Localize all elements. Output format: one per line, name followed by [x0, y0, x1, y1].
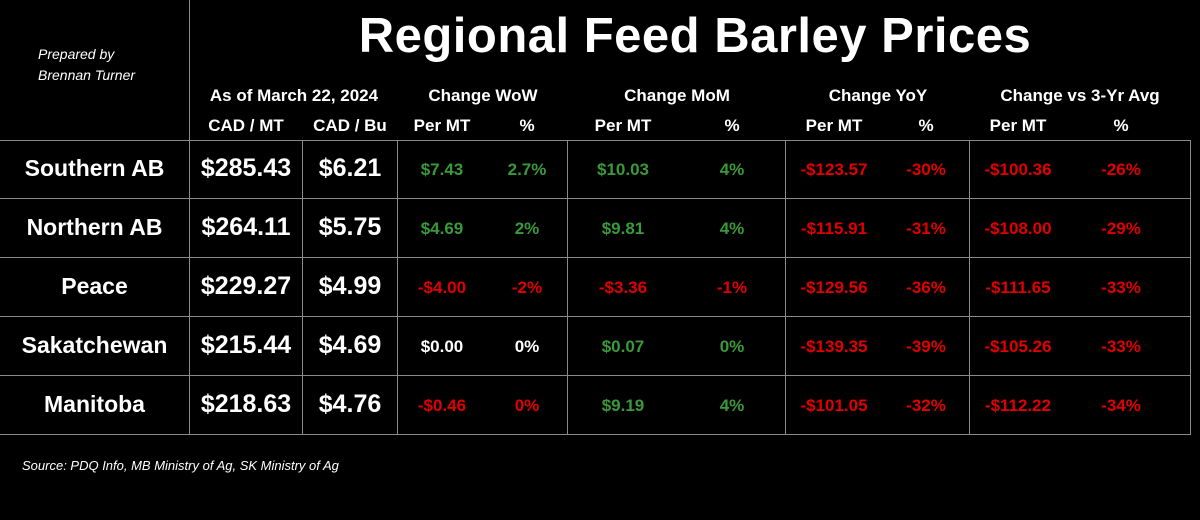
row-mom-pct: -1% [716, 278, 748, 297]
row-region: Northern AB [26, 214, 163, 240]
row-3yr-pct: -33% [1101, 337, 1141, 356]
row-yoy-mt: -$115.91 [800, 219, 868, 238]
row-3yr-pct: -34% [1101, 396, 1141, 415]
grid-vline-5 [969, 140, 970, 434]
header-3yr-per-mt: Per MT [989, 116, 1047, 135]
row-region: Sakatchewan [21, 332, 168, 358]
grid-vline-6 [1190, 140, 1191, 434]
header-cad-bu: CAD / Bu [313, 116, 387, 135]
row-yoy-pct: -36% [906, 278, 946, 297]
row-cad-mt: $218.63 [200, 390, 292, 418]
prepared-by: Prepared by Brennan Turner [38, 44, 135, 86]
grid-vline-2 [397, 140, 398, 434]
row-mom-mt: $0.07 [601, 337, 645, 356]
row-yoy-mt: -$129.56 [800, 278, 868, 297]
header-change-yoy: Change YoY [828, 86, 928, 105]
row-yoy-pct: -30% [906, 160, 946, 179]
row-cad-bu: $4.76 [318, 390, 382, 418]
header-wow-per-mt: Per MT [413, 116, 471, 135]
source-note: Source: PDQ Info, MB Ministry of Ag, SK … [22, 458, 339, 473]
grid-hline-4 [0, 375, 1191, 376]
row-cad-bu: $4.69 [318, 331, 382, 359]
row-wow-mt: $7.43 [420, 160, 464, 179]
row-yoy-pct: -39% [906, 337, 946, 356]
row-wow-pct: 2.7% [507, 160, 547, 179]
row-3yr-pct: -29% [1101, 219, 1141, 238]
row-yoy-mt: -$123.57 [800, 160, 868, 179]
header-change-3yr: Change vs 3-Yr Avg [1000, 86, 1160, 105]
header-as-of: As of March 22, 2024 [209, 86, 379, 105]
row-wow-mt: -$0.46 [417, 396, 467, 415]
header-3yr-pct: % [1113, 116, 1129, 135]
row-cad-mt: $215.44 [200, 331, 292, 359]
row-wow-pct: 0% [514, 337, 540, 356]
row-wow-mt: -$4.00 [417, 278, 467, 297]
grid-vline-1 [302, 140, 303, 434]
row-wow-mt: $4.69 [420, 219, 464, 238]
row-cad-bu: $6.21 [318, 154, 382, 182]
row-mom-mt: $9.81 [601, 219, 645, 238]
grid-hline-2 [0, 257, 1191, 258]
row-mom-pct: 4% [719, 160, 745, 179]
prepared-by-line-1: Prepared by [38, 46, 115, 62]
row-3yr-mt: -$112.22 [984, 396, 1052, 415]
row-region: Peace [61, 273, 128, 299]
row-cad-mt: $229.27 [200, 272, 292, 300]
row-wow-pct: -2% [511, 278, 543, 297]
header-mom-pct: % [724, 116, 740, 135]
row-mom-pct: 4% [719, 396, 745, 415]
row-yoy-pct: -31% [906, 219, 946, 238]
row-wow-pct: 0% [514, 396, 540, 415]
header-change-wow: Change WoW [428, 86, 538, 105]
header-yoy-per-mt: Per MT [805, 116, 863, 135]
row-region: Southern AB [24, 155, 165, 181]
row-3yr-pct: -26% [1101, 160, 1141, 179]
prepared-by-line-2: Brennan Turner [38, 67, 136, 83]
row-region: Manitoba [44, 391, 145, 417]
row-cad-mt: $264.11 [201, 213, 291, 241]
row-mom-pct: 0% [719, 337, 745, 356]
row-3yr-mt: -$108.00 [984, 219, 1052, 238]
grid-hline-3 [0, 316, 1191, 317]
grid-vline-4 [785, 140, 786, 434]
grid-hline-5 [0, 434, 1191, 435]
row-3yr-mt: -$100.36 [984, 160, 1052, 179]
row-yoy-mt: -$101.05 [800, 396, 868, 415]
row-3yr-mt: -$105.26 [984, 337, 1052, 356]
header-wow-pct: % [519, 116, 535, 135]
grid-hline-0 [0, 140, 1191, 141]
header-cad-mt: CAD / MT [208, 116, 284, 135]
row-mom-pct: 4% [719, 219, 745, 238]
header-mom-per-mt: Per MT [594, 116, 652, 135]
page-title: Regional Feed Barley Prices [358, 9, 1032, 63]
row-wow-pct: 2% [514, 219, 540, 238]
row-yoy-pct: -32% [906, 396, 946, 415]
grid-hline-1 [0, 198, 1191, 199]
header-change-mom: Change MoM [624, 86, 730, 105]
row-cad-bu: $5.75 [318, 213, 382, 241]
grid-vline-3 [567, 140, 568, 434]
header-yoy-pct: % [918, 116, 934, 135]
row-wow-mt: $0.00 [420, 337, 464, 356]
row-3yr-mt: -$111.65 [985, 278, 1051, 297]
row-yoy-mt: -$139.35 [800, 337, 868, 356]
row-mom-mt: $9.19 [601, 396, 645, 415]
row-cad-mt: $285.43 [200, 154, 292, 182]
row-mom-mt: -$3.36 [598, 278, 648, 297]
row-cad-bu: $4.99 [318, 272, 382, 300]
row-3yr-pct: -33% [1101, 278, 1141, 297]
grid-vline-label [189, 0, 190, 434]
row-mom-mt: $10.03 [597, 160, 649, 179]
